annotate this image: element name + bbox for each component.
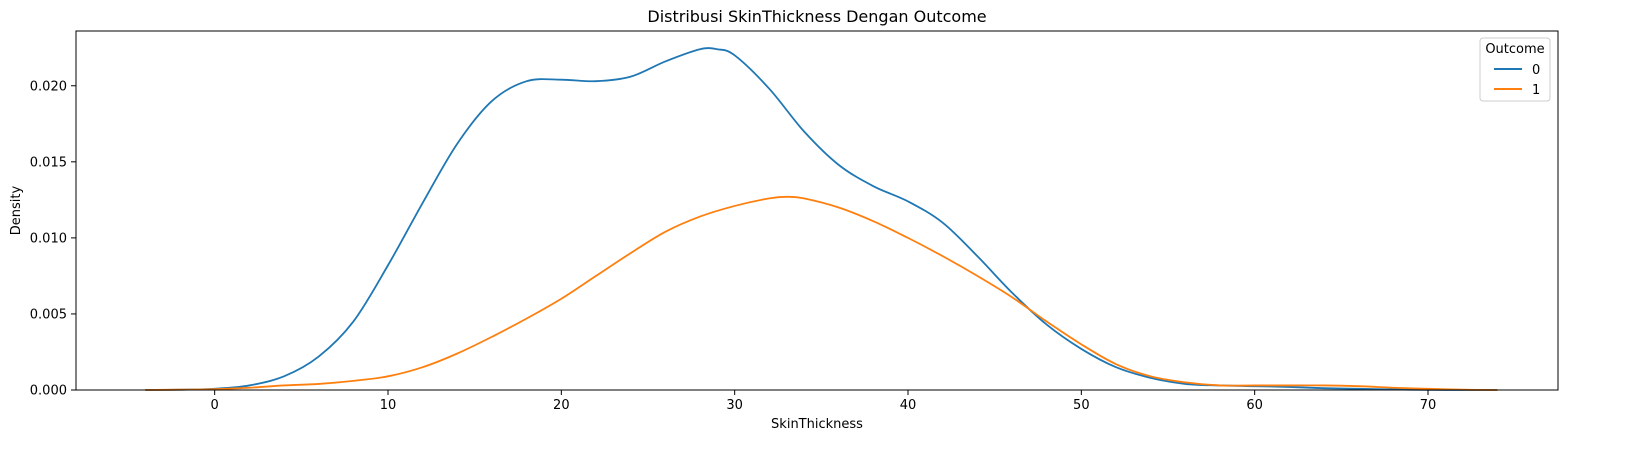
x-tick-label: 20 — [553, 398, 570, 413]
x-tick-label: 70 — [1420, 398, 1437, 413]
legend-title: Outcome — [1485, 42, 1544, 57]
x-tick-label: 30 — [726, 398, 743, 413]
x-tick-label: 40 — [900, 398, 917, 413]
y-ticks: 0.000 0.005 0.010 0.015 0.020 — [30, 79, 76, 399]
y-tick-label: 0.000 — [30, 384, 67, 399]
x-ticks: 0 10 20 30 40 50 60 70 — [211, 390, 1437, 413]
y-tick-label: 0.010 — [30, 231, 67, 246]
y-tick-label: 0.020 — [30, 79, 67, 94]
x-tick-label: 10 — [380, 398, 397, 413]
y-axis-label: Density — [9, 185, 24, 235]
series-lines — [145, 47, 1498, 391]
x-tick-label: 50 — [1073, 398, 1090, 413]
chart-title: Distribusi SkinThickness Dengan Outcome — [647, 7, 986, 26]
x-tick-label: 0 — [211, 398, 219, 413]
y-tick-label: 0.015 — [30, 155, 67, 170]
axes-frame — [75, 30, 1559, 391]
legend-label-1: 1 — [1532, 83, 1540, 98]
x-axis-label: SkinThickness — [771, 417, 863, 432]
x-tick-label: 60 — [1246, 398, 1263, 413]
series-line-1 — [145, 195, 1498, 391]
legend-label-0: 0 — [1532, 63, 1540, 78]
legend: Outcome 01 — [1479, 37, 1551, 102]
legend-items: 01 — [1494, 63, 1540, 98]
series-line-0 — [145, 47, 1498, 391]
y-tick-label: 0.005 — [30, 307, 67, 322]
